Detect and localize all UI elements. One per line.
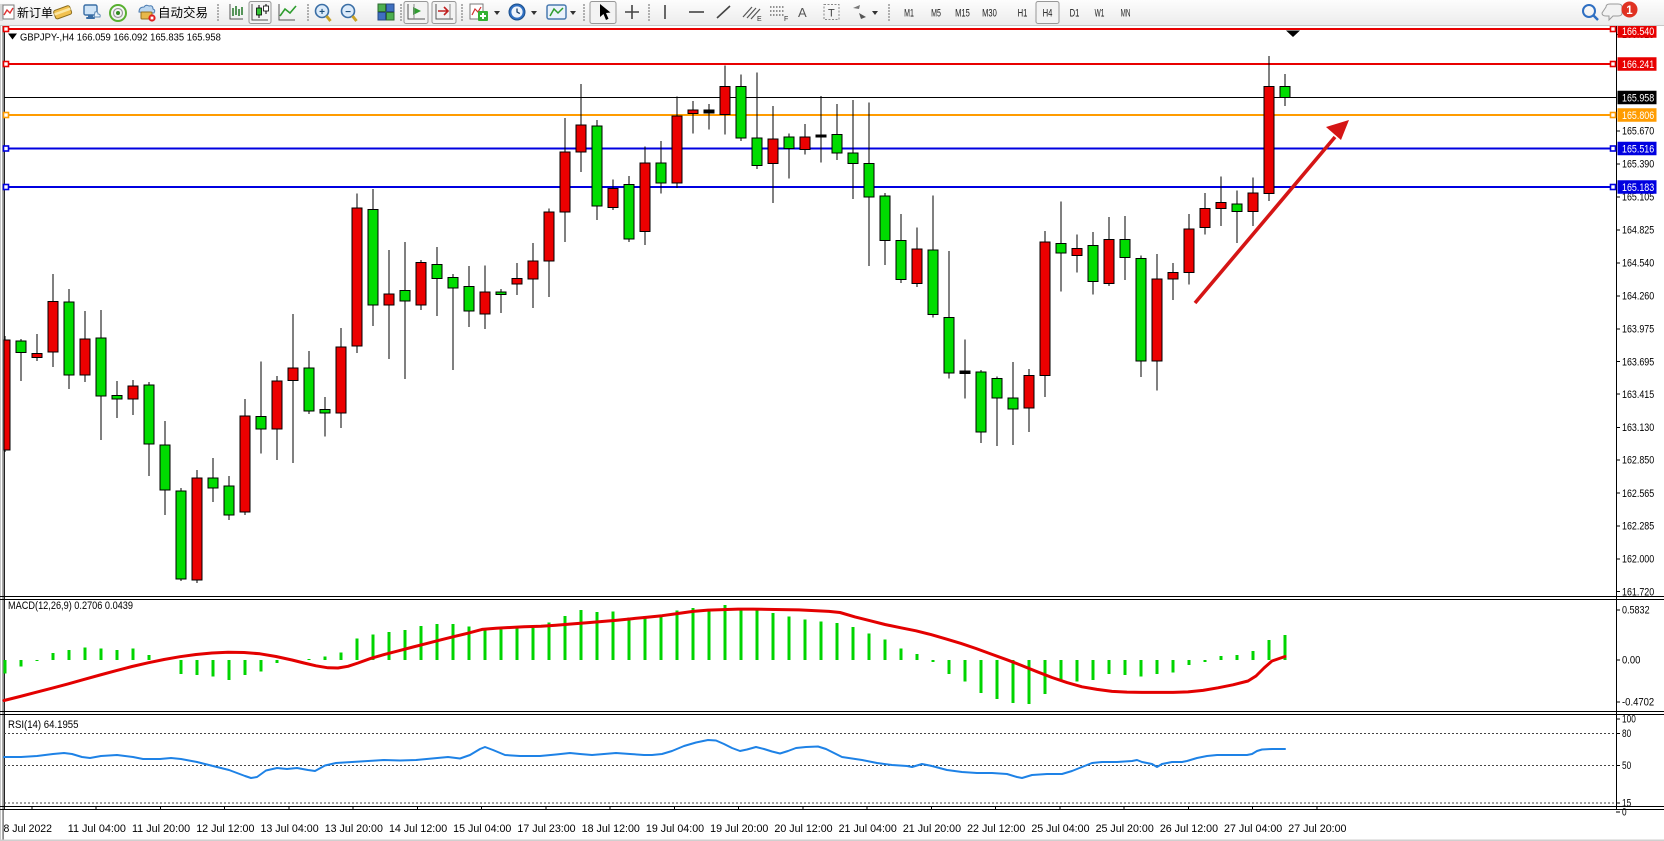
svg-text:100: 100 [1622,714,1636,726]
svg-text:E: E [757,16,762,23]
svg-text:20 Jul 12:00: 20 Jul 12:00 [774,823,832,835]
svg-text:163.130: 163.130 [1622,422,1654,434]
svg-text:W1: W1 [1095,8,1105,20]
svg-text:165.183: 165.183 [1622,182,1654,194]
svg-text:80: 80 [1622,728,1631,740]
svg-text:161.720: 161.720 [1622,586,1654,598]
svg-text:11 Jul 04:00: 11 Jul 04:00 [68,823,126,835]
svg-text:1: 1 [1626,5,1633,17]
svg-text:22 Jul 12:00: 22 Jul 12:00 [967,823,1025,835]
svg-text:163.975: 163.975 [1622,324,1654,336]
svg-text:27 Jul 04:00: 27 Jul 04:00 [1224,823,1282,835]
svg-text:163.695: 163.695 [1622,356,1654,368]
svg-text:21 Jul 04:00: 21 Jul 04:00 [839,823,897,835]
svg-text:0.5832: 0.5832 [1622,605,1650,617]
svg-text:165.105: 165.105 [1622,192,1654,204]
svg-text:0.00: 0.00 [1622,655,1640,667]
svg-text:11 Jul 20:00: 11 Jul 20:00 [132,823,190,835]
svg-text:164.825: 164.825 [1622,225,1654,237]
svg-text:MACD(12,26,9) 0.2706 0.0439: MACD(12,26,9) 0.2706 0.0439 [8,600,133,612]
svg-text:25 Jul 04:00: 25 Jul 04:00 [1031,823,1089,835]
svg-text:0: 0 [1622,807,1627,819]
svg-text:−: − [345,7,351,18]
svg-text:D1: D1 [1070,8,1080,20]
svg-text:A: A [798,5,807,20]
svg-text:165.806: 165.806 [1622,110,1654,122]
svg-text:M30: M30 [982,8,997,20]
svg-text:166.540: 166.540 [1622,26,1654,38]
svg-text:13 Jul 20:00: 13 Jul 20:00 [325,823,383,835]
svg-text:165.670: 165.670 [1622,126,1654,138]
svg-text:GBPJPY-,H4 166.059 166.092 16: GBPJPY-,H4 166.059 166.092 165.835 165.9… [20,33,221,44]
svg-text:50: 50 [1622,760,1631,772]
svg-text:166.241: 166.241 [1622,59,1654,71]
svg-text:25 Jul 20:00: 25 Jul 20:00 [1096,823,1154,835]
svg-text:162.565: 162.565 [1622,488,1654,500]
svg-text:8 Jul 2022: 8 Jul 2022 [4,823,53,835]
svg-text:19 Jul 04:00: 19 Jul 04:00 [646,823,704,835]
svg-text:21 Jul 20:00: 21 Jul 20:00 [903,823,961,835]
svg-text:163.415: 163.415 [1622,389,1654,401]
svg-text:19 Jul 20:00: 19 Jul 20:00 [710,823,768,835]
svg-text:27 Jul 20:00: 27 Jul 20:00 [1288,823,1346,835]
svg-text:162.285: 162.285 [1622,521,1654,533]
svg-text:164.540: 164.540 [1622,258,1654,270]
svg-text:自动交易: 自动交易 [158,5,208,20]
svg-text:15: 15 [1622,798,1631,810]
svg-text:12 Jul 12:00: 12 Jul 12:00 [196,823,254,835]
svg-text:T: T [828,8,835,20]
svg-text:165.516: 165.516 [1622,144,1654,156]
svg-text:-0.4702: -0.4702 [1622,697,1654,709]
svg-text:14 Jul 12:00: 14 Jul 12:00 [389,823,447,835]
svg-text:M5: M5 [931,8,941,20]
svg-text:165.958: 165.958 [1622,93,1654,105]
svg-text:新订单: 新订单 [17,5,53,20]
svg-text:164.260: 164.260 [1622,291,1654,303]
svg-text:15 Jul 04:00: 15 Jul 04:00 [453,823,511,835]
svg-text:H1: H1 [1018,8,1028,20]
svg-text:F: F [784,16,788,23]
svg-text:13 Jul 04:00: 13 Jul 04:00 [260,823,318,835]
svg-text:162.850: 162.850 [1622,455,1654,467]
svg-text:165.390: 165.390 [1622,159,1654,171]
svg-text:162.000: 162.000 [1622,554,1654,566]
svg-text:MN: MN [1121,8,1131,20]
svg-text:M1: M1 [904,8,914,20]
svg-text:M15: M15 [955,8,970,20]
svg-text:RSI(14) 64.1955: RSI(14) 64.1955 [8,719,79,731]
svg-text:17 Jul 23:00: 17 Jul 23:00 [517,823,575,835]
svg-text:26 Jul 12:00: 26 Jul 12:00 [1160,823,1218,835]
svg-text:+: + [319,7,325,18]
svg-text:H4: H4 [1043,8,1053,20]
svg-text:18 Jul 12:00: 18 Jul 12:00 [582,823,640,835]
